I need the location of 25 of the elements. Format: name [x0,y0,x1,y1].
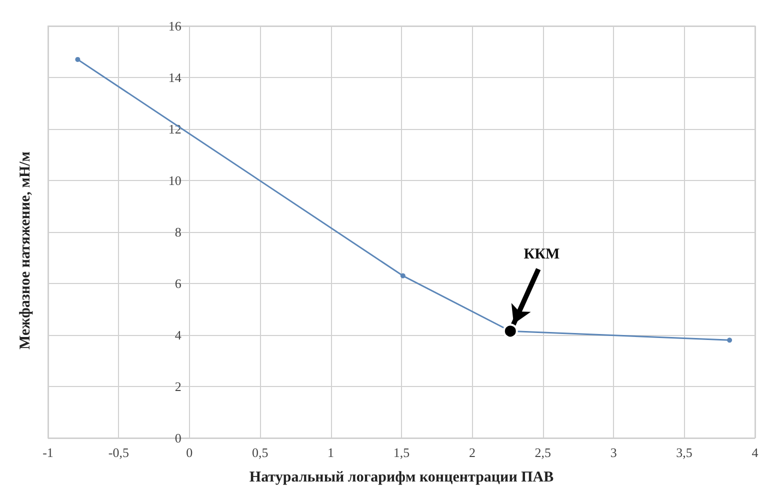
point [75,56,80,62]
x-tick-label: 0 [186,445,193,460]
x-tick-label: 1,5 [393,445,410,460]
point [727,338,732,343]
y-tick-label: 14 [168,70,182,85]
x-tick-label: -0,5 [108,445,129,460]
y-tick-label: 16 [168,18,182,34]
point [400,273,406,278]
x-tick-label: -1 [42,445,54,460]
y-tick-label: 10 [168,173,182,188]
x-axis-title: Натуральный логарифм концентрации ПАВ [249,470,554,486]
x-tick-label: 3 [610,445,617,460]
y-tick-label: 0 [174,430,182,446]
x-tick-label: 0,5 [252,445,268,460]
y-tick-label: 2 [174,379,182,394]
x-tick-label: 4 [752,445,759,460]
y-tick-label: 4 [174,328,182,342]
x-tick-label: 3,5 [676,445,692,460]
annotation: ККМ [524,246,560,262]
y-tick-label: 8 [174,224,182,240]
x-tick-label: 1 [328,445,334,460]
y-axis-title: Межфазное натяжение, мН/м [18,151,34,350]
y-tick-label: 6 [174,276,182,291]
x-tick-label: 2,5 [534,445,552,460]
x-tick-label: 2 [468,445,476,460]
